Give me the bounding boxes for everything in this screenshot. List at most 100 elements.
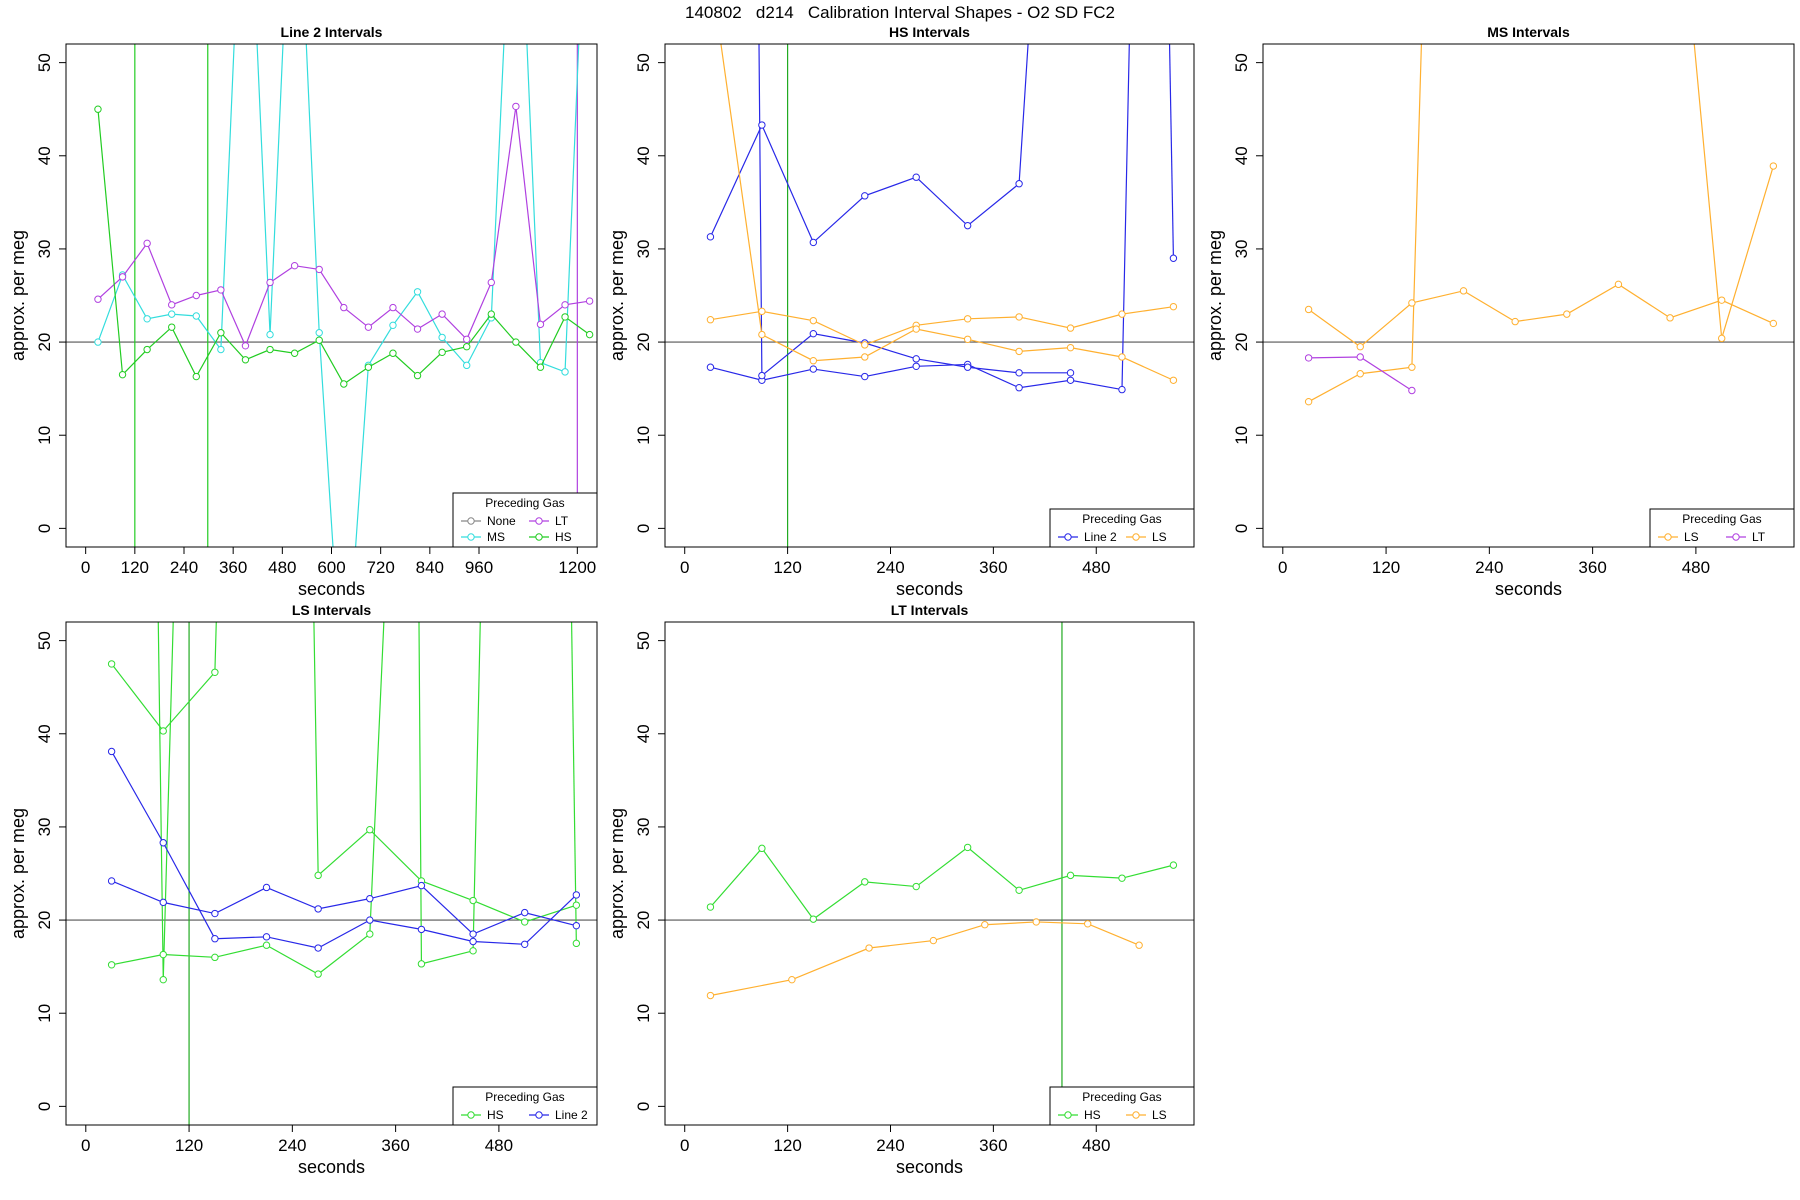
data-point xyxy=(438,348,446,357)
data-point xyxy=(463,361,471,370)
data-point xyxy=(1356,370,1364,378)
x-axis-label: seconds xyxy=(896,579,963,599)
y-tick-label: 0 xyxy=(634,524,653,533)
plot-frame xyxy=(65,621,598,1126)
x-tick-label: 480 xyxy=(268,558,296,577)
series-line xyxy=(1308,283,1774,348)
data-point xyxy=(417,881,426,890)
data-point xyxy=(1015,347,1023,356)
data-point xyxy=(861,341,869,349)
legend-marker xyxy=(1064,533,1072,541)
plot-area xyxy=(66,358,597,1125)
series-line xyxy=(710,44,1130,391)
data-point xyxy=(521,918,529,926)
data-point xyxy=(758,307,766,316)
legend-title: Preceding Gas xyxy=(485,496,564,510)
panel-title: HS Intervals xyxy=(889,24,970,40)
y-tick-label: 10 xyxy=(35,1004,54,1023)
data-point xyxy=(561,368,569,376)
series-line xyxy=(710,306,1174,346)
data-point xyxy=(809,365,818,373)
y-tick-label: 40 xyxy=(35,724,54,743)
series-line xyxy=(709,846,1174,920)
data-point xyxy=(572,901,581,909)
data-point xyxy=(809,357,818,365)
data-point xyxy=(912,362,920,370)
legend-title: Preceding Gas xyxy=(1082,512,1161,526)
data-point xyxy=(1118,353,1126,361)
data-point xyxy=(1718,296,1726,304)
data-point xyxy=(94,295,102,303)
y-tick-label: 20 xyxy=(634,333,653,352)
data-point xyxy=(1718,334,1726,343)
data-point xyxy=(469,930,477,938)
data-point xyxy=(1066,369,1075,377)
data-point xyxy=(340,380,348,388)
data-point xyxy=(389,303,397,312)
data-point xyxy=(168,310,176,318)
data-point xyxy=(585,330,594,339)
data-point xyxy=(262,933,271,941)
legend-label: None xyxy=(487,514,516,528)
data-point xyxy=(159,950,167,959)
data-point xyxy=(241,342,250,350)
data-point xyxy=(1408,363,1416,371)
data-point xyxy=(366,894,374,903)
data-point xyxy=(483,358,489,364)
legend-box xyxy=(452,1086,598,1126)
data-point xyxy=(1304,354,1313,362)
y-tick-label: 20 xyxy=(1232,333,1251,352)
data-point xyxy=(463,335,471,343)
data-point xyxy=(1563,310,1571,318)
x-tick-label: 720 xyxy=(366,558,394,577)
data-point xyxy=(865,944,873,952)
x-tick-label: 0 xyxy=(81,558,90,577)
legend: Preceding Gas Line 2 LS xyxy=(1049,508,1195,548)
legend: Preceding Gas None MS LT HS xyxy=(452,492,598,548)
legend-label: HS xyxy=(1084,1108,1101,1122)
data-point xyxy=(706,316,715,324)
series-line xyxy=(758,44,1071,377)
data-point xyxy=(981,921,989,929)
legend-marker xyxy=(467,1111,475,1119)
data-point xyxy=(463,343,471,351)
y-axis-label: approx. per meg xyxy=(8,230,28,361)
data-point xyxy=(262,941,271,949)
data-point xyxy=(536,320,545,329)
data-point xyxy=(159,975,167,984)
y-tick-label: 50 xyxy=(35,631,54,650)
data-point xyxy=(469,947,477,955)
data-point xyxy=(315,265,323,274)
data-point xyxy=(1118,385,1126,394)
data-point xyxy=(487,310,495,318)
x-tick-label: 0 xyxy=(1278,558,1287,577)
data-point xyxy=(306,358,312,364)
panel: LT Intervals 0 120 240 360 480 0 10 20 30 40 50 seco… xyxy=(607,602,1195,1177)
data-point xyxy=(192,372,200,381)
y-axis-label: approx. per meg xyxy=(607,230,627,361)
y-tick-label: 20 xyxy=(35,333,54,352)
data-point xyxy=(788,975,796,984)
data-point xyxy=(1169,376,1178,384)
data-point xyxy=(1614,280,1623,289)
data-point xyxy=(211,935,219,943)
x-tick-label: 120 xyxy=(175,1136,203,1155)
data-point xyxy=(1032,918,1040,926)
data-point xyxy=(314,905,322,913)
x-tick-label: 360 xyxy=(979,1136,1007,1155)
figure-title: 140802 d214 Calibration Interval Shapes … xyxy=(685,3,1115,22)
series-line xyxy=(709,44,1029,244)
y-tick-label: 50 xyxy=(1232,53,1251,72)
data-point xyxy=(151,358,157,364)
data-point xyxy=(1135,941,1143,949)
y-tick-label: 50 xyxy=(634,53,653,72)
legend: Preceding Gas LS LT xyxy=(1649,508,1795,548)
data-point xyxy=(963,363,972,371)
series-line xyxy=(1693,44,1774,339)
x-axis-label: seconds xyxy=(1495,579,1562,599)
data-point xyxy=(912,355,920,363)
plot-frame xyxy=(1262,43,1795,548)
data-point xyxy=(561,301,569,309)
data-point xyxy=(572,891,581,899)
legend-box xyxy=(452,492,598,548)
